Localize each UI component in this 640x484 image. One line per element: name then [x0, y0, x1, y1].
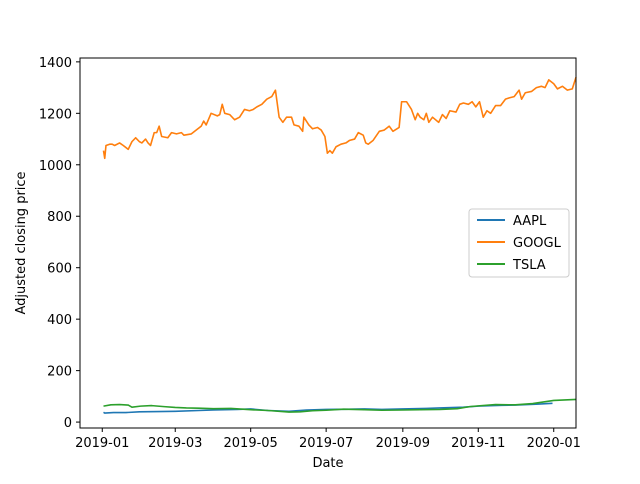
y-tick-label: 200: [47, 365, 72, 380]
x-axis-ticks: 2019-01 2019-03 2019-05 2019-07 2019-09 2019-…: [75, 428, 581, 451]
plot-frame: [79, 57, 577, 429]
legend-frame: [468, 208, 570, 278]
x-tick-label: 2019-03: [148, 436, 202, 451]
legend-label-googl: GOOGL: [513, 236, 562, 251]
y-axis-ticks: 0 200 400 600 800 1000 1200 1400: [39, 56, 80, 431]
series-line-tsla: [103, 398, 577, 413]
x-axis-label: Date: [312, 456, 343, 471]
y-tick-label: 1000: [39, 159, 72, 174]
legend-label-tsla: TSLA: [512, 258, 546, 273]
series-layer: [102, 77, 577, 414]
x-tick-label: 2019-11: [451, 436, 505, 451]
y-tick-label: 1200: [39, 107, 72, 122]
y-tick-label: 400: [47, 313, 72, 328]
y-tick-label: 600: [47, 262, 72, 277]
x-tick-label: 2019-07: [299, 436, 353, 451]
x-tick-label: 2020-01: [527, 436, 581, 451]
y-tick-label: 1400: [39, 56, 72, 71]
legend-label-aapl: AAPL: [513, 214, 547, 229]
x-tick-label: 2019-01: [75, 436, 129, 451]
series-line-googl: [102, 77, 577, 160]
x-tick-label: 2019-05: [224, 436, 278, 451]
x-tick-label: 2019-09: [376, 436, 430, 451]
y-tick-label: 0: [64, 416, 72, 431]
y-axis-label: Adjusted closing price: [14, 171, 29, 314]
y-tick-label: 800: [47, 210, 72, 225]
legend: AAPL GOOGL TSLA: [468, 208, 570, 278]
